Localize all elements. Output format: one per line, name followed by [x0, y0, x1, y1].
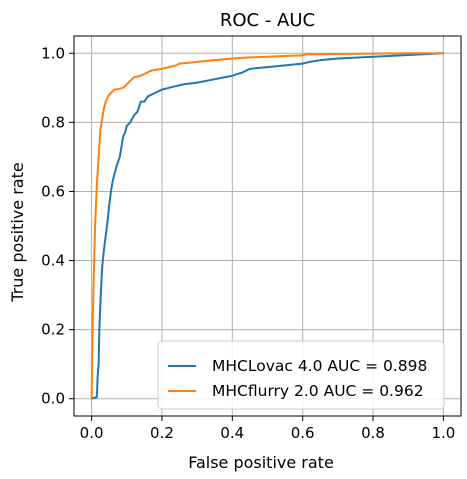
plot-area-frame [73, 35, 462, 417]
y-tick-label: 0.4 [41, 252, 65, 270]
x-tick-label: 1.0 [431, 424, 455, 442]
x-tick-label: 0.6 [291, 424, 315, 442]
chart-title: ROC - AUC [220, 10, 315, 31]
x-tick-label: 0.4 [220, 424, 244, 442]
legend-label-mhclovac: MHCLovac 4.0 AUC = 0.898 [212, 357, 427, 375]
grid [74, 36, 461, 416]
y-tick-label: 0.8 [41, 113, 65, 131]
x-axis-label: False positive rate [188, 453, 334, 472]
y-axis-label: True positive rate [8, 162, 27, 302]
legend-label-mhcflurry: MHCflurry 2.0 AUC = 0.962 [212, 382, 424, 400]
y-tick-label: 0.0 [41, 390, 65, 408]
y-tick-label: 0.2 [41, 321, 65, 339]
x-tick-label: 0.0 [80, 424, 104, 442]
x-tick-label: 0.8 [361, 424, 385, 442]
series-lines [90, 52, 444, 400]
legend-box [157, 340, 445, 410]
y-tick-label: 0.6 [41, 182, 65, 200]
y-tick-label: 1.0 [41, 44, 65, 62]
axis-ticks: 0.0 0.2 0.4 0.6 0.8 1.0 0.0 0.2 0.4 0.6 0.8 1.0 [41, 44, 455, 442]
legend: MHCLovac 4.0 AUC = 0.898 MHCflurry 2.0 A… [157, 340, 445, 410]
series-line-mhcflurry [90, 52, 444, 399]
x-tick-label: 0.2 [150, 424, 174, 442]
series-line-mhclovac [91, 52, 444, 400]
